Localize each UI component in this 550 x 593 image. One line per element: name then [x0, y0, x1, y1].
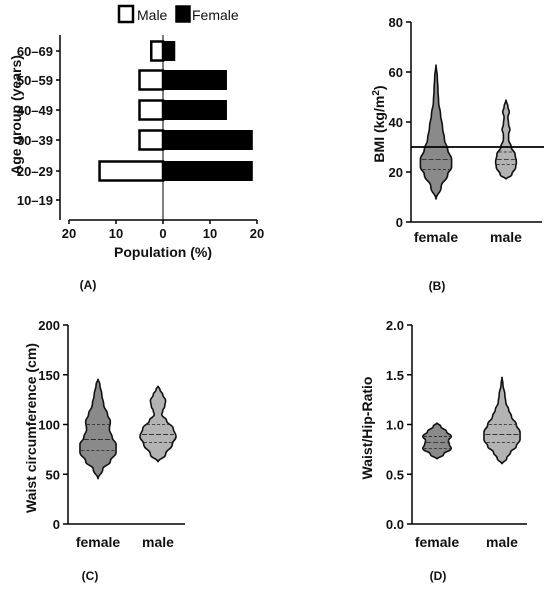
panel-label: (B): [429, 279, 446, 293]
bar-male: [98, 160, 165, 182]
bar-male: [150, 40, 165, 62]
violin-male: [139, 384, 177, 463]
violin-female: [419, 63, 453, 200]
y-axis-title: Age group (years): [8, 55, 24, 175]
legend-label-female: Female: [192, 7, 239, 23]
y-axis-title: Waist/Hip-Ratio: [359, 377, 375, 480]
y-tick-label: 0: [396, 215, 403, 230]
violin-male: [494, 99, 518, 180]
y-tick-label: 40: [389, 115, 403, 130]
y-tick-label: 1.0: [386, 418, 404, 433]
x-tick-label: 10: [203, 226, 217, 241]
x-tick-label: female: [415, 534, 460, 550]
x-axis-title: Population (%): [114, 244, 212, 260]
x-tick-label: 20: [62, 226, 76, 241]
panel-label: (A): [80, 278, 97, 292]
bar-male: [138, 69, 165, 91]
x-tick-label: female: [76, 534, 121, 550]
y-tick-label: 0: [53, 517, 60, 532]
y-tick-label: 50–59: [17, 73, 53, 88]
y-tick-label: 100: [38, 418, 60, 433]
y-tick-label: 80: [389, 15, 403, 30]
y-tick-label: 20: [389, 165, 403, 180]
y-tick-label: 0.0: [386, 517, 404, 532]
violin-female: [421, 422, 453, 460]
bar-female: [162, 41, 176, 61]
bar-female: [162, 100, 227, 120]
panel-label: (D): [430, 569, 447, 583]
y-axis-title: BMI (kg/m2): [371, 85, 388, 162]
y-tick-label: 50: [46, 467, 60, 482]
y-tick-label: 60–69: [17, 44, 53, 59]
y-tick-label: 0.5: [386, 467, 404, 482]
x-tick-label: 10: [109, 226, 123, 241]
x-tick-label: 20: [250, 226, 264, 241]
bar-female: [162, 161, 253, 181]
x-tick-label: male: [142, 534, 174, 550]
legend-swatch-female: [175, 5, 191, 23]
legend-swatch-male: [117, 4, 135, 24]
bar-female: [162, 130, 253, 150]
x-tick-label: male: [490, 229, 522, 245]
bar-male: [138, 129, 165, 151]
violin-male: [483, 376, 521, 465]
bar-female: [162, 70, 227, 90]
y-tick-label: 60: [389, 65, 403, 80]
y-tick-label: 200: [38, 318, 60, 333]
y-tick-label: 30–39: [17, 133, 53, 148]
x-tick-label: female: [414, 229, 459, 245]
y-tick-label: 10–19: [17, 193, 53, 208]
bar-male: [138, 99, 165, 121]
x-tick-label: male: [486, 534, 518, 550]
panel-label: (C): [82, 569, 99, 583]
x-tick-label: 0: [159, 226, 166, 241]
y-tick-label: 2.0: [386, 318, 404, 333]
y-axis-title: Waist circumference (cm): [23, 343, 39, 513]
y-tick-label: 20–29: [17, 164, 53, 179]
y-tick-label: 1.5: [386, 368, 404, 383]
y-tick-label: 150: [38, 368, 60, 383]
y-tick-label: 40–49: [17, 103, 53, 118]
violin-female: [79, 377, 117, 480]
legend-label-male: Male: [137, 7, 168, 23]
